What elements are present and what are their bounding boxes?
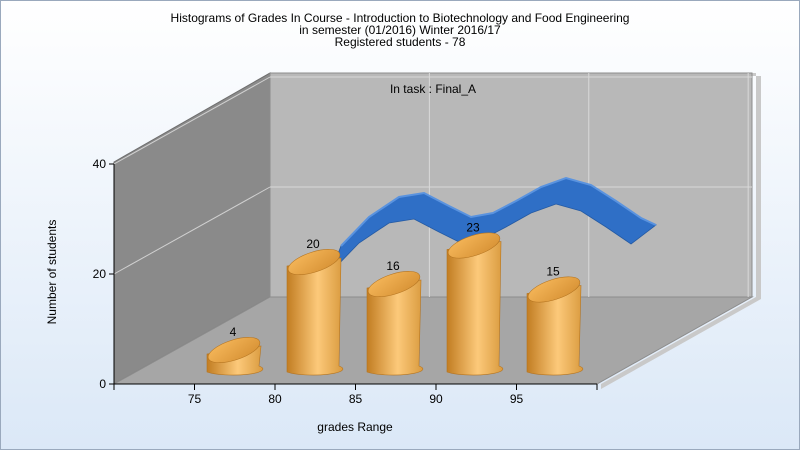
curve-ribbon-highlight <box>340 176 657 247</box>
bar-cap <box>527 276 581 303</box>
y-axis-label: Number of students <box>45 220 59 325</box>
bar-value-label: 15 <box>546 265 560 279</box>
bar-cap <box>367 271 421 297</box>
bar: 4 <box>206 325 264 376</box>
bars: 4 20 16 23 15 <box>206 221 584 376</box>
chart-title-line-2: in semester (01/2016) Winter 2016/17 <box>299 23 501 37</box>
distribution-curve <box>330 176 657 273</box>
y-tick-label: 40 <box>93 157 107 171</box>
bar-cap <box>447 232 501 259</box>
x-tick-label: 95 <box>510 392 524 406</box>
bar-cap <box>287 249 341 275</box>
chart-title: Histograms of Grades In Course - Introdu… <box>1 12 799 48</box>
chart-subtitle: In task : Final_A <box>390 82 476 96</box>
gridline-side <box>113 76 271 165</box>
bar: 23 <box>446 221 504 376</box>
bar-value-label: 23 <box>466 221 480 235</box>
bar: 16 <box>366 259 424 376</box>
chart-title-line-3: Registered students - 78 <box>334 35 466 49</box>
bar: 20 <box>286 237 344 376</box>
back-wall <box>269 72 753 298</box>
bar-body <box>286 257 344 376</box>
bar-body <box>366 279 424 376</box>
bar-cap <box>207 337 261 363</box>
gridline-side <box>113 186 271 275</box>
gridlines <box>113 73 752 297</box>
x-axis-label: grades Range <box>317 420 393 434</box>
x-tick-label: 90 <box>429 392 443 406</box>
chart-title-line-1: Histograms of Grades In Course - Introdu… <box>170 11 630 25</box>
bar-value-label: 16 <box>386 259 400 273</box>
bar-value-label: 4 <box>230 325 237 339</box>
x-tick-label: 75 <box>188 392 202 406</box>
bar-body <box>446 241 504 376</box>
axes: 0 20 40 75 80 85 90 95 <box>93 157 598 406</box>
y-tick-label: 20 <box>93 267 107 281</box>
bar-value-label: 20 <box>306 237 320 251</box>
y-tick-label: 0 <box>99 377 106 391</box>
bar-body <box>526 285 584 376</box>
x-tick-label: 85 <box>349 392 363 406</box>
bar: 15 <box>526 265 584 376</box>
x-tick-label: 80 <box>268 392 282 406</box>
